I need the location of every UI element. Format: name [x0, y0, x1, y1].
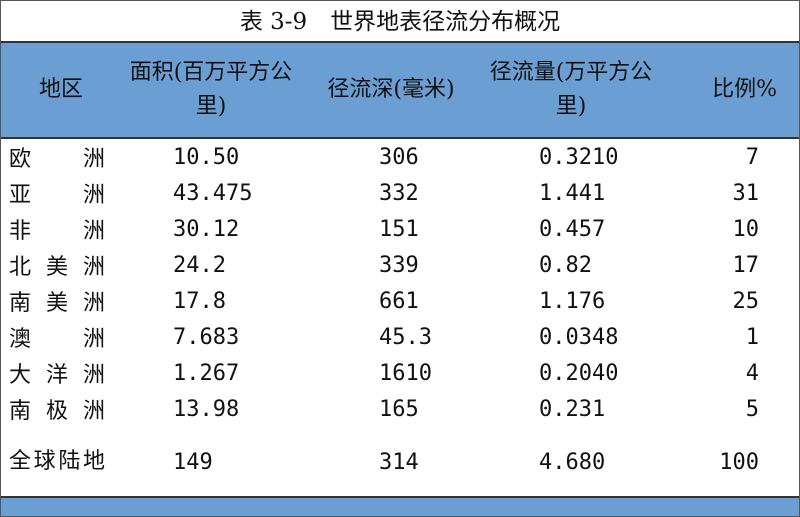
value-cell: 0.3210 — [539, 144, 619, 170]
value-cell: 1.441 — [539, 180, 606, 206]
region-cell: 南美洲 — [9, 291, 105, 316]
value-cell: 1.267 — [173, 360, 240, 386]
value-cell: 13.98 — [173, 396, 240, 422]
value-cell: 0.0348 — [539, 324, 619, 350]
table-row: 南美洲 17.8 661 1.176 25 — [1, 283, 799, 319]
value-cell: 1.176 — [539, 288, 606, 314]
value-cell: 4.680 — [539, 449, 606, 475]
table-title: 表 3-9 世界地表径流分布概况 — [239, 9, 561, 35]
footer-bar — [1, 496, 799, 516]
region-cell: 澳洲 — [9, 327, 105, 352]
region-cell: 北美洲 — [9, 255, 105, 280]
value-cell: 100 — [719, 449, 759, 475]
table-header: 地区 面积(百万平方公里) 径流深(毫米) 径流量(万平方公里) 比例% — [1, 42, 799, 138]
table-row: 全球陆地 149 314 4.680 100 — [1, 427, 799, 497]
region-cell: 非洲 — [9, 219, 105, 244]
value-cell: 339 — [379, 252, 419, 278]
value-cell: 0.82 — [539, 252, 592, 278]
table: 地区 面积(百万平方公里) 径流深(毫米) 径流量(万平方公里) 比例% 欧洲 10.50… — [1, 41, 799, 497]
value-cell: 31 — [732, 180, 760, 206]
value-cell: 45.3 — [379, 324, 432, 350]
header-cell: 径流量(万平方公里) — [489, 60, 653, 119]
header-cell: 径流深(毫米) — [327, 77, 455, 102]
value-cell: 30.12 — [173, 216, 240, 242]
value-cell: 43.475 — [173, 180, 253, 206]
value-cell: 5 — [745, 396, 759, 422]
header-row: 地区 面积(百万平方公里) 径流深(毫米) 径流量(万平方公里) 比例% — [1, 42, 799, 138]
table-body: 欧洲 10.50 306 0.3210 7 亚洲 43.475 332 1.441 31 非洲 30.… — [1, 138, 799, 497]
value-cell: 306 — [379, 144, 419, 170]
value-cell: 1 — [745, 324, 759, 350]
value-cell: 25 — [732, 288, 760, 314]
value-cell: 4 — [745, 360, 759, 386]
region-cell: 大洋洲 — [9, 363, 105, 388]
table-row: 非洲 30.12 151 0.457 10 — [1, 211, 799, 247]
value-cell: 17.8 — [173, 288, 226, 314]
value-cell: 0.457 — [539, 216, 606, 242]
table-row: 南极洲 13.98 165 0.231 5 — [1, 391, 799, 427]
header-cell: 地区 — [38, 77, 83, 102]
value-cell: 10.50 — [173, 144, 240, 170]
value-cell: 24.2 — [173, 252, 226, 278]
table-row: 欧洲 10.50 306 0.3210 7 — [1, 138, 799, 175]
region-cell: 全球陆地 — [9, 449, 105, 474]
value-cell: 149 — [173, 449, 213, 475]
value-cell: 314 — [379, 449, 419, 475]
header-cell: 面积(百万平方公里) — [129, 60, 293, 119]
value-cell: 10 — [732, 216, 760, 242]
table-row: 亚洲 43.475 332 1.441 31 — [1, 175, 799, 211]
value-cell: 661 — [379, 288, 419, 314]
region-cell: 亚洲 — [9, 183, 105, 208]
value-cell: 0.231 — [539, 396, 606, 422]
value-cell: 332 — [379, 180, 419, 206]
value-cell: 17 — [732, 252, 760, 278]
region-cell: 欧洲 — [9, 147, 105, 172]
header-cell: 比例% — [712, 77, 777, 102]
value-cell: 7 — [745, 144, 759, 170]
table-row: 澳洲 7.683 45.3 0.0348 1 — [1, 319, 799, 355]
value-cell: 0.2040 — [539, 360, 619, 386]
value-cell: 151 — [379, 216, 419, 242]
value-cell: 1610 — [379, 360, 432, 386]
region-cell: 南极洲 — [9, 399, 105, 424]
table-row: 北美洲 24.2 339 0.82 17 — [1, 247, 799, 283]
value-cell: 165 — [379, 396, 419, 422]
value-cell: 7.683 — [173, 324, 240, 350]
table-row: 大洋洲 1.267 1610 0.2040 4 — [1, 355, 799, 391]
